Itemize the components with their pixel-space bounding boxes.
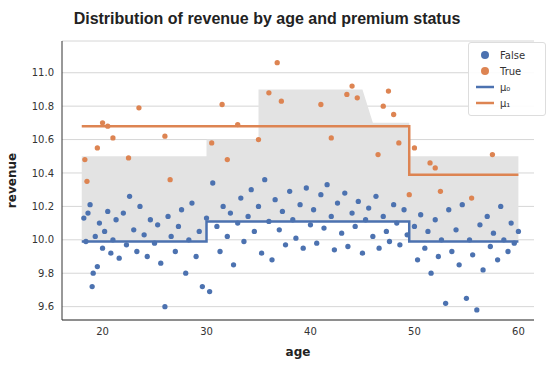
svg-text:10.2: 10.2 bbox=[32, 201, 54, 212]
svg-text:9.8: 9.8 bbox=[38, 268, 54, 279]
svg-text:10.8: 10.8 bbox=[32, 101, 54, 112]
svg-text:20: 20 bbox=[96, 326, 109, 337]
html-text:True: True bbox=[500, 65, 522, 77]
svg-text:10.6: 10.6 bbox=[32, 134, 54, 145]
html-text:μ₀: μ₀ bbox=[500, 81, 511, 93]
html-text:Distribution of revenue by age: Distribution of revenue by age and premi… bbox=[73, 10, 461, 27]
svg-text:30: 30 bbox=[200, 326, 213, 337]
html-text:False: False bbox=[500, 49, 526, 61]
html-text:μ₁: μ₁ bbox=[500, 97, 511, 109]
svg-text:40: 40 bbox=[304, 326, 317, 337]
svg-text:age: age bbox=[286, 345, 311, 359]
svg-text:10.0: 10.0 bbox=[32, 234, 54, 245]
svg-text:10.4: 10.4 bbox=[32, 168, 54, 179]
svg-text:revenue: revenue bbox=[8, 153, 19, 208]
svg-text:50: 50 bbox=[408, 326, 421, 337]
svg-text:60: 60 bbox=[512, 326, 525, 337]
svg-text:9.6: 9.6 bbox=[38, 301, 54, 312]
svg-text:11.0: 11.0 bbox=[32, 67, 54, 78]
